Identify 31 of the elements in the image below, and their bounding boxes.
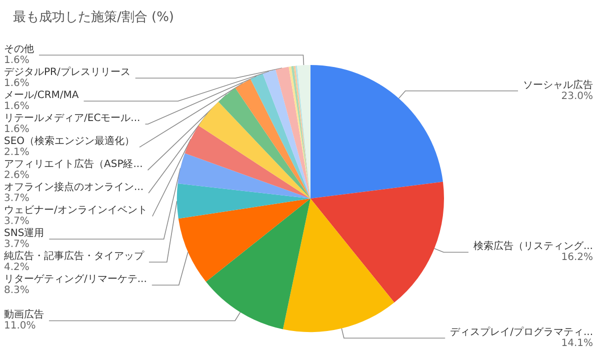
data-label: 11.0% (4, 320, 36, 332)
data-label: 1.6% (4, 55, 30, 66)
slice-label: ディスプレイ/プログラマティ... (450, 326, 593, 338)
slice-label: SNS運用 (4, 227, 44, 240)
data-label: 16.2% (561, 252, 593, 264)
slice-label: リターゲティング/リマーケテ... (4, 274, 147, 286)
data-label: 4.2% (4, 262, 30, 274)
data-label: 14.1% (561, 338, 593, 350)
data-label: 2.6% (4, 170, 30, 182)
slice-label: 動画広告 (4, 308, 44, 321)
slice-label: 純広告・記事広告・タイアップ (4, 250, 145, 262)
data-label: 1.6% (4, 124, 30, 136)
chart-title: 最も成功した施策/割合 (%) (13, 10, 174, 25)
slice-label: ウェビナー/オンラインイベント (4, 205, 148, 216)
data-label: 23.0% (561, 90, 593, 102)
data-label: 3.7% (4, 239, 30, 250)
data-label: 3.7% (4, 193, 30, 204)
slice-label: オフライン接点のオンライン... (4, 181, 144, 194)
slice-label: ソーシャル広告 (523, 78, 593, 91)
slice-label: アフィリエイト広告（ASP経... (4, 158, 143, 170)
slice-label: デジタルPR/プレスリリース (4, 66, 130, 78)
data-label: 1.6% (4, 101, 30, 112)
slice-label: リテールメディア/ECモール... (4, 113, 140, 124)
slice-label: 検索広告（リスティング... (473, 240, 593, 252)
slice-label: その他 (4, 43, 34, 56)
data-label: 1.6% (4, 78, 30, 90)
data-label: 3.7% (4, 216, 30, 228)
slice-label: SEO（検索エンジン最適化） (4, 135, 135, 148)
data-label: 8.3% (4, 285, 30, 296)
slice-label: メール/CRM/MA (4, 90, 79, 102)
data-label: 2.1% (4, 147, 30, 158)
